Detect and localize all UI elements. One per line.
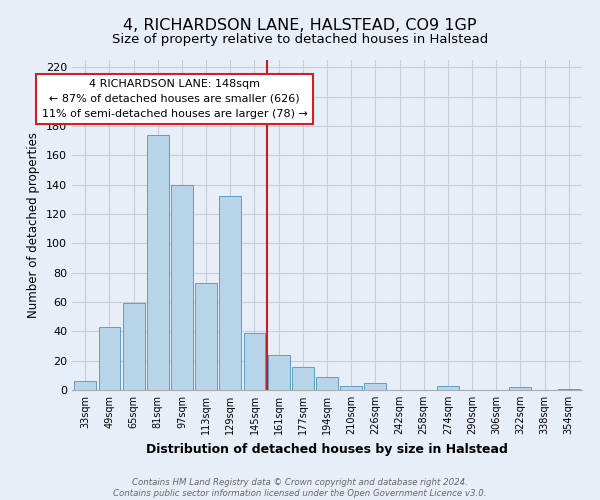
Bar: [316, 377, 338, 390]
Bar: [244, 333, 265, 390]
Text: 4 RICHARDSON LANE: 148sqm
← 87% of detached houses are smaller (626)
11% of semi: 4 RICHARDSON LANE: 148sqm ← 87% of detac…: [42, 79, 308, 118]
Text: 4, RICHARDSON LANE, HALSTEAD, CO9 1GP: 4, RICHARDSON LANE, HALSTEAD, CO9 1GP: [123, 18, 477, 32]
Bar: [147, 135, 169, 390]
Bar: [220, 196, 241, 390]
Bar: [292, 366, 314, 390]
Y-axis label: Number of detached properties: Number of detached properties: [28, 132, 40, 318]
Bar: [123, 304, 145, 390]
Bar: [74, 381, 96, 390]
Bar: [171, 184, 193, 390]
Bar: [268, 355, 290, 390]
Bar: [364, 382, 386, 390]
Bar: [195, 283, 217, 390]
Bar: [509, 387, 531, 390]
Bar: [340, 386, 362, 390]
Text: Contains HM Land Registry data © Crown copyright and database right 2024.
Contai: Contains HM Land Registry data © Crown c…: [113, 478, 487, 498]
Bar: [437, 386, 459, 390]
Bar: [98, 327, 121, 390]
Text: Size of property relative to detached houses in Halstead: Size of property relative to detached ho…: [112, 32, 488, 46]
Bar: [558, 388, 580, 390]
X-axis label: Distribution of detached houses by size in Halstead: Distribution of detached houses by size …: [146, 442, 508, 456]
